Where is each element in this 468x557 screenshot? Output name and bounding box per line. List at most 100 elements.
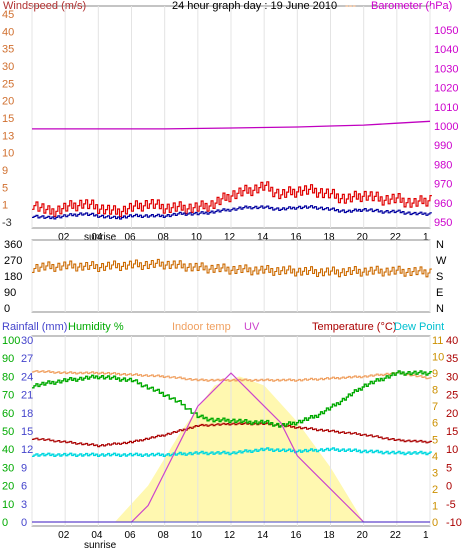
uv-tick-label: 5 <box>432 434 438 446</box>
uv-tick-label: 8 <box>432 385 438 397</box>
uv-tick-label: 0 <box>432 517 438 529</box>
temperature-tick-label: 40 <box>446 335 458 347</box>
humidity-tick-label: 40 <box>2 444 14 456</box>
x-tick-label: 20 <box>357 232 369 243</box>
compass-label: S <box>436 271 443 283</box>
x-tick-label: 04 <box>91 530 103 541</box>
x-tick-label: 06 <box>125 530 137 541</box>
chart-title: 24 hour graph day : 19 June 2010 <box>172 0 337 12</box>
baro-tick-label: 950 <box>434 217 452 229</box>
humidity-tick-label: 90 <box>2 353 14 365</box>
x-tick-label: 02 <box>58 232 70 243</box>
compass-label: E <box>436 287 443 299</box>
temperature-tick-label: 25 <box>446 390 458 402</box>
baro-tick-label: 1020 <box>434 83 458 95</box>
uv-tick-label: 4 <box>432 451 438 463</box>
uv-tick-label: 2 <box>432 484 438 496</box>
uv-tick-label: 7 <box>432 401 438 413</box>
humidity-line <box>32 370 432 428</box>
x-tick-label: 20 <box>357 530 369 541</box>
wind-tick-label: -3 <box>2 217 12 229</box>
baro-dash: --- <box>345 0 356 12</box>
uv-line <box>32 372 430 523</box>
panel-rain-humidity-temperature: Rainfall (mm) Humidity % Indoor temp UV … <box>2 321 462 551</box>
uv-tick-label: 11 <box>432 335 443 347</box>
wind-average-line <box>32 205 432 220</box>
rainfall-tick-label: 27 <box>21 353 33 365</box>
wind-tick-label: 25 <box>2 78 14 90</box>
x-tick-label: 04 <box>91 232 103 243</box>
wind-tick-label: 35 <box>2 44 14 56</box>
temperature-tick-label: -10 <box>446 517 462 529</box>
baro-tick-label: 1010 <box>434 102 458 114</box>
humidity-tick-label: 20 <box>2 481 14 493</box>
rainfall-tick-label: 30 <box>21 335 33 347</box>
temperature-line <box>32 422 432 448</box>
temperature-tick-label: -5 <box>446 499 456 511</box>
temperature-tick-label: 0 <box>446 481 452 493</box>
direction-tick-label: 0 <box>4 303 10 315</box>
temperature-tick-label: 15 <box>446 426 458 438</box>
x-tick-label: 16 <box>290 530 302 541</box>
humidity-tick-label: 0 <box>2 517 8 529</box>
wind-tick-label: 10 <box>2 148 14 160</box>
compass-label: N <box>436 303 444 315</box>
baro-tick-label: 960 <box>434 198 452 210</box>
wind-tick-label: 5 <box>2 182 8 194</box>
humidity-tick-label: 30 <box>2 462 14 474</box>
temperature-tick-label: 5 <box>446 462 452 474</box>
humidity-tick-label: 50 <box>2 426 14 438</box>
dew-point-line <box>32 447 432 457</box>
humidity-tick-label: 70 <box>2 390 14 402</box>
x-tick-label: 12 <box>224 530 236 541</box>
temperature-tick-label: 20 <box>446 408 458 420</box>
x-tick-label: 08 <box>158 530 170 541</box>
barometer-line <box>32 120 431 130</box>
rainfall-tick-label: 0 <box>21 517 27 529</box>
wind-gust-line <box>32 181 432 218</box>
panel-wind-direction: 360 N 270 W 180 S 90 E 0 N <box>4 239 447 315</box>
x-tick-label: 1 <box>423 232 429 243</box>
baro-tick-label: 1030 <box>434 63 458 75</box>
legend-humidity: Humidity % <box>68 321 124 333</box>
legend-uv: UV <box>244 321 260 333</box>
x-tick-label: 06 <box>125 232 137 243</box>
x-tick-label: 22 <box>390 530 402 541</box>
direction-tick-label: 360 <box>4 239 22 251</box>
baro-tick-label: 970 <box>434 179 452 191</box>
x-tick-label: 18 <box>324 232 336 243</box>
uv-tick-label: 6 <box>432 418 438 430</box>
indoor-temp-line <box>32 370 432 382</box>
x-tick-label: 14 <box>257 232 269 243</box>
x-tick-label: 10 <box>191 232 203 243</box>
direction-tick-label: 270 <box>4 255 22 267</box>
wind-tick-label: 15 <box>2 113 14 125</box>
humidity-tick-label: 100 <box>2 335 20 347</box>
legend-temperature: Temperature (°C) <box>312 321 396 333</box>
baro-tick-label: 1050 <box>434 25 458 37</box>
x-tick-label: 16 <box>290 232 302 243</box>
humidity-tick-label: 80 <box>2 371 14 383</box>
humidity-tick-label: 10 <box>2 499 14 511</box>
baro-tick-label: 1040 <box>434 44 458 56</box>
uv-tick-label: 10 <box>432 352 444 364</box>
wind-tick-label: 9 <box>2 165 8 177</box>
uv-tick-label: 1 <box>432 500 438 512</box>
compass-label: N <box>436 239 444 251</box>
x-tick-label: 10 <box>191 530 203 541</box>
rainfall-tick-label: 15 <box>21 426 33 438</box>
x-tick-label: 08 <box>158 232 170 243</box>
sunrise-label: sunrise <box>84 232 117 243</box>
sunrise-label: sunrise <box>84 540 117 551</box>
wind-tick-label: 45 <box>2 9 14 21</box>
uv-tick-label: 3 <box>432 467 438 479</box>
uv-tick-label: 9 <box>432 368 438 380</box>
rainfall-tick-label: 3 <box>21 499 27 511</box>
humidity-tick-label: 60 <box>2 408 14 420</box>
wind-tick-label: 30 <box>2 61 14 73</box>
compass-label: W <box>436 255 447 267</box>
wind-axis-title: Windspeed (m/s) <box>3 0 86 12</box>
direction-tick-label: 180 <box>4 271 22 283</box>
rainfall-tick-label: 18 <box>21 408 33 420</box>
